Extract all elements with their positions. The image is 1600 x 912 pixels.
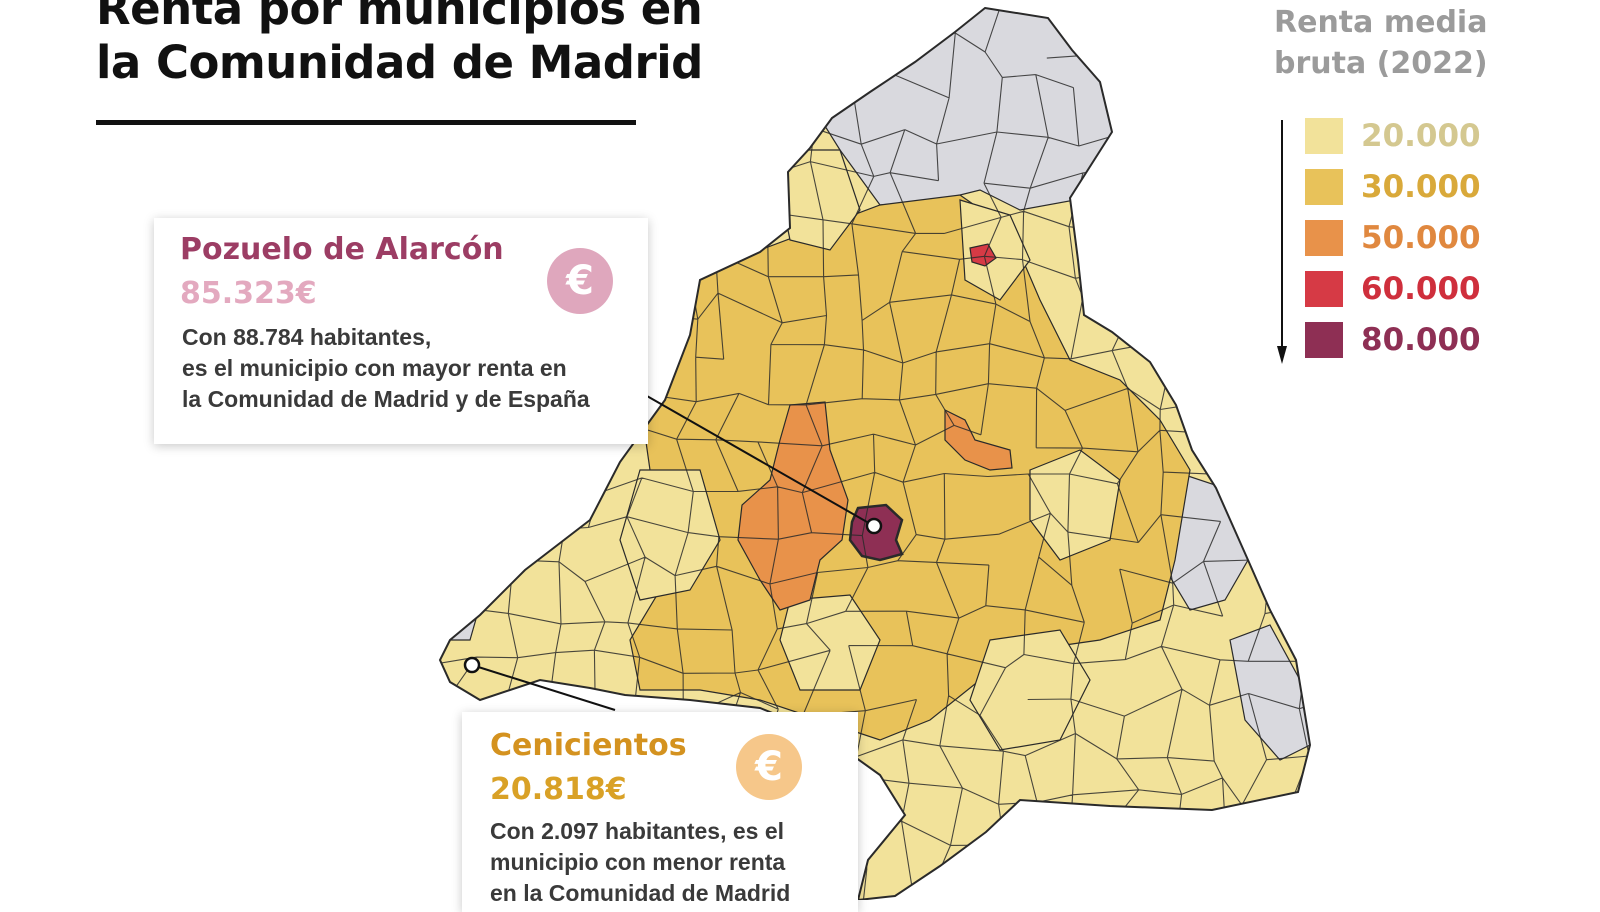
- pozuelo-location-marker: [865, 517, 883, 535]
- legend-title: Renta media bruta (2022): [1274, 2, 1488, 84]
- legend-swatch: [1305, 271, 1343, 307]
- legend-label: 80.000: [1361, 322, 1481, 358]
- legend-item: 30.000: [1305, 167, 1481, 207]
- legend-label: 60.000: [1361, 271, 1481, 307]
- cenicientos-leader-line: [471, 664, 616, 711]
- highest-income-callout: Pozuelo de Alarcón 85.323€ € Con 88.784 …: [154, 218, 648, 444]
- lowest-desc-line-2: municipio con menor renta: [490, 849, 786, 875]
- legend-title-line-2: bruta (2022): [1274, 46, 1488, 81]
- legend-swatch: [1305, 220, 1343, 256]
- lowest-municipality-income: 20.818€: [490, 772, 627, 807]
- highest-desc-line-2: es el municipio con mayor renta en: [182, 355, 567, 381]
- low-income-subzone-2: [959, 199, 1031, 301]
- title-underline: [96, 120, 636, 125]
- legend-swatch: [1305, 118, 1343, 154]
- legend-swatch: [1305, 169, 1343, 205]
- upper-income-zone-west: [737, 401, 849, 611]
- map-title-line-1: Renta por municipios en: [96, 0, 703, 35]
- map-title-line-2: la Comunidad de Madrid: [96, 36, 703, 89]
- lowest-desc-line-3: en la Comunidad de Madrid: [490, 880, 791, 906]
- upper-income-zone-east: [944, 409, 1013, 471]
- lowest-income-callout: Cenicientos 20.818€ € Con 2.097 habitant…: [462, 712, 858, 912]
- highest-municipality-description: Con 88.784 habitantes, es el municipio c…: [182, 322, 590, 415]
- legend-label: 30.000: [1361, 169, 1481, 205]
- highest-municipality-name: Pozuelo de Alarcón: [180, 232, 504, 267]
- map-title: Renta por municipios en la Comunidad de …: [96, 0, 703, 90]
- euro-icon: €: [736, 734, 802, 800]
- legend-label: 50.000: [1361, 220, 1481, 256]
- high-income-zone-north: [969, 243, 997, 267]
- no-data-zone-southeast: [1229, 624, 1310, 761]
- no-data-zone-north: [819, 8, 1116, 211]
- euro-icon: €: [547, 248, 613, 314]
- highest-municipality-income: 85.323€: [180, 276, 317, 311]
- pozuelo-leader-line: [639, 391, 875, 527]
- legend-label: 20.000: [1361, 118, 1481, 154]
- legend-swatch: [1305, 322, 1343, 358]
- highest-desc-line-1: Con 88.784 habitantes,: [182, 324, 432, 350]
- lowest-desc-line-1: Con 2.097 habitantes, es el: [490, 818, 785, 844]
- no-data-zone-west: [559, 439, 601, 522]
- legend-title-line-1: Renta media: [1274, 5, 1488, 40]
- legend-item: 50.000: [1305, 218, 1481, 258]
- cenicientos-location-marker: [463, 656, 481, 674]
- low-income-subzone-3: [1029, 449, 1121, 561]
- legend-item: 20.000: [1305, 116, 1481, 156]
- region-outline: [438, 6, 1312, 900]
- legend-arrow-icon: [1277, 120, 1287, 364]
- highest-desc-line-3: la Comunidad de Madrid y de España: [182, 386, 590, 412]
- lowest-municipality-description: Con 2.097 habitantes, es el municipio co…: [490, 816, 790, 909]
- legend-item: 60.000: [1305, 269, 1481, 309]
- lowest-municipality-name: Cenicientos: [490, 728, 687, 763]
- low-income-subzone-4: [619, 469, 721, 601]
- legend-item: 80.000: [1305, 320, 1481, 360]
